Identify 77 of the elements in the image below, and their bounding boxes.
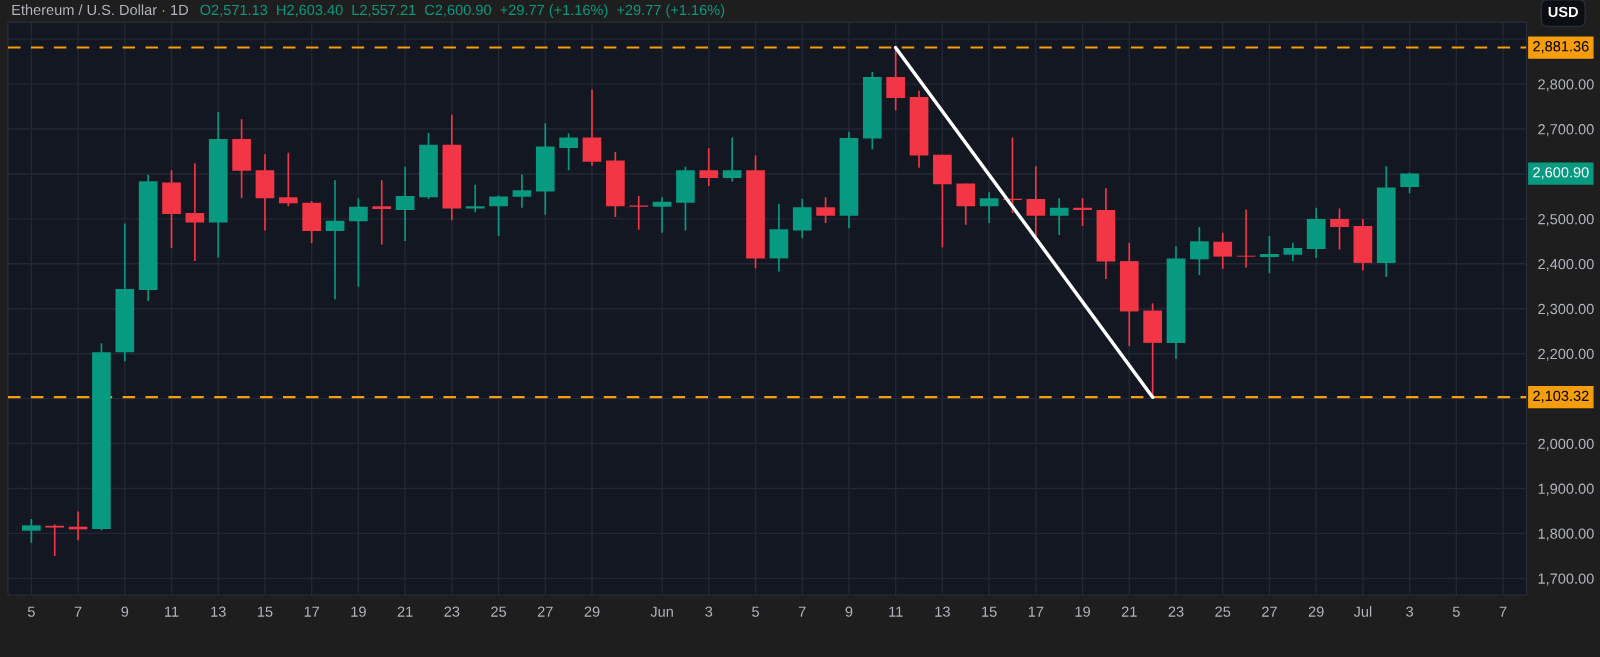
x-tick-label: 13 bbox=[211, 606, 226, 617]
x-tick-label: 17 bbox=[304, 606, 320, 617]
candlestick bbox=[1260, 235, 1279, 275]
candlestick bbox=[1236, 208, 1256, 269]
x-tick-label: 17 bbox=[1028, 606, 1044, 617]
x-tick-label: 5 bbox=[1452, 606, 1460, 617]
x-tick-label: 3 bbox=[705, 606, 713, 617]
x-tick-label: 5 bbox=[27, 606, 35, 617]
chart-title: Ethereum / U.S. Dollar · 1D bbox=[12, 4, 188, 16]
x-tick-label: 19 bbox=[351, 606, 366, 617]
candlestick bbox=[395, 165, 415, 242]
candlestick bbox=[1073, 197, 1092, 227]
x-tick-label: 9 bbox=[845, 606, 853, 617]
candlestick bbox=[1283, 241, 1303, 262]
candlestick bbox=[699, 147, 719, 187]
x-tick-label: 15 bbox=[982, 606, 997, 617]
candlestick bbox=[792, 197, 812, 240]
x-tick-label: 5 bbox=[752, 606, 759, 617]
candlestick bbox=[816, 196, 835, 224]
x-tick-label: 23 bbox=[444, 606, 460, 617]
ref-line-label: 2,881.36 bbox=[1533, 41, 1589, 54]
candlestick bbox=[559, 132, 578, 172]
x-tick-label: 25 bbox=[491, 606, 507, 617]
candlestick bbox=[372, 179, 392, 246]
x-tick-label: 3 bbox=[1406, 606, 1414, 617]
y-tick-label: 1,700.00 bbox=[1538, 573, 1594, 586]
candlestick bbox=[722, 136, 742, 183]
candlestick bbox=[1049, 197, 1069, 236]
candlestick bbox=[1213, 231, 1233, 270]
x-tick-label: 11 bbox=[889, 606, 903, 617]
x-tick-label: 7 bbox=[1499, 606, 1507, 617]
x-tick-label: Jun bbox=[650, 606, 673, 617]
x-tick-label: 15 bbox=[257, 606, 273, 617]
x-tick-label: 19 bbox=[1075, 606, 1090, 617]
candlestick bbox=[1190, 226, 1209, 276]
y-tick-label: 2,700.00 bbox=[1538, 124, 1594, 137]
y-tick-label: 2,200.00 bbox=[1538, 348, 1594, 361]
ref-line-label: 2,103.32 bbox=[1533, 390, 1589, 403]
x-tick-label: 9 bbox=[121, 606, 129, 617]
candlestick bbox=[325, 179, 345, 301]
x-tick-label: 25 bbox=[1215, 606, 1231, 617]
candlestick bbox=[349, 197, 368, 288]
y-tick-label: 1,800.00 bbox=[1538, 528, 1594, 541]
candlestick bbox=[278, 151, 298, 208]
candlestick bbox=[1400, 171, 1419, 195]
y-tick-label: 2,500.00 bbox=[1538, 213, 1594, 227]
y-tick-label: 2,400.00 bbox=[1538, 258, 1594, 271]
candlestick bbox=[185, 162, 205, 262]
x-tick-label: 21 bbox=[1121, 606, 1137, 617]
x-tick-label: 13 bbox=[935, 606, 950, 617]
candlestick bbox=[489, 194, 508, 237]
candlestick bbox=[652, 196, 672, 234]
x-tick-label: 7 bbox=[798, 606, 806, 617]
candlestick bbox=[629, 195, 649, 231]
y-tick-label: 1,900.00 bbox=[1538, 483, 1594, 496]
x-tick-label: 11 bbox=[165, 606, 179, 617]
x-tick-label: 29 bbox=[584, 606, 600, 617]
candlestick bbox=[1330, 207, 1349, 251]
candlestick bbox=[979, 191, 999, 224]
y-tick-label: 2,300.00 bbox=[1538, 303, 1594, 316]
candlestick bbox=[22, 518, 41, 544]
text: USD bbox=[1548, 6, 1578, 18]
x-tick-label: Jul bbox=[1353, 606, 1372, 617]
candlestick bbox=[512, 173, 532, 209]
y-tick-label: 2,800.00 bbox=[1538, 79, 1594, 92]
chart-subtitle: O2,571.13 H2,603.40 L2,557.21 C2,600.90 +29.77 (+1.16%) +29.77 (+1.16%) bbox=[200, 4, 725, 18]
candlestick bbox=[956, 182, 976, 226]
x-tick-label: 29 bbox=[1308, 606, 1324, 617]
candlestick bbox=[45, 523, 65, 557]
x-tick-label: 7 bbox=[74, 606, 82, 617]
x-tick-label: 27 bbox=[1262, 606, 1277, 617]
y-tick-label: 2,000.00 bbox=[1538, 438, 1594, 451]
candlestick bbox=[465, 183, 485, 213]
x-tick-label: 23 bbox=[1168, 606, 1184, 617]
x-tick-label: 21 bbox=[397, 606, 413, 617]
x-tick-label: 27 bbox=[537, 606, 553, 617]
text: 2,600.90 bbox=[1533, 167, 1589, 180]
